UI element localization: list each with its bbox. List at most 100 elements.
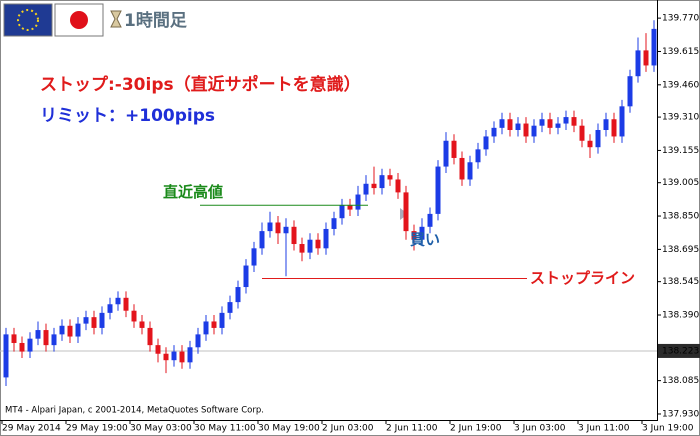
y-tick-label: 138.695 bbox=[662, 245, 699, 255]
candle-body bbox=[155, 345, 161, 354]
buy-label: 買い bbox=[410, 231, 440, 249]
candle-body bbox=[507, 119, 513, 130]
y-tick-label: 138.085 bbox=[662, 376, 699, 386]
candle-body bbox=[515, 123, 521, 130]
x-tick-label: 29 May 2014 bbox=[2, 424, 61, 434]
candle-body bbox=[435, 166, 441, 214]
candle-body bbox=[443, 140, 449, 167]
candle-body bbox=[43, 330, 49, 346]
candle-body bbox=[131, 310, 137, 322]
candle-body bbox=[595, 129, 601, 148]
x-tick-label: 30 May 11:00 bbox=[194, 424, 256, 434]
candle-body bbox=[123, 297, 129, 311]
candle-body bbox=[483, 136, 489, 150]
candle-body bbox=[19, 342, 25, 352]
candle-body bbox=[571, 117, 577, 126]
x-tick-label: 30 May 19:00 bbox=[258, 424, 320, 434]
candle-body bbox=[171, 351, 177, 361]
candle-body bbox=[627, 76, 633, 107]
candle-body bbox=[291, 226, 297, 245]
footer: MT4 - Alpari Japan, c 2001-2014, MetaQuo… bbox=[5, 406, 264, 416]
candle-body bbox=[531, 125, 537, 137]
candle-body bbox=[163, 353, 169, 361]
candle-body bbox=[179, 351, 185, 363]
x-tick-label: 3 Jun 19:00 bbox=[642, 424, 694, 434]
candle-body bbox=[523, 123, 529, 137]
candle-body bbox=[555, 123, 561, 128]
candle-body bbox=[491, 127, 497, 137]
y-tick-label: 139.005 bbox=[662, 178, 699, 188]
candle-body bbox=[387, 175, 393, 180]
annotation-label: 直近高値 bbox=[163, 183, 223, 201]
candle-body bbox=[187, 347, 193, 363]
candle-body bbox=[3, 334, 9, 378]
y-tick-label: 139.615 bbox=[662, 47, 699, 57]
candle-body bbox=[403, 192, 409, 232]
candle-body bbox=[259, 231, 265, 249]
candle-body bbox=[459, 157, 465, 180]
price-label-box bbox=[658, 343, 700, 358]
candle-body bbox=[499, 119, 505, 128]
candle-body bbox=[299, 244, 305, 253]
note: ストップ:-30ips（直近サポートを意識） bbox=[40, 74, 361, 95]
candle-body bbox=[427, 213, 433, 227]
candle-body bbox=[395, 179, 401, 193]
y-tick-label: 139.770 bbox=[662, 14, 699, 24]
candle-body bbox=[603, 119, 609, 130]
candle-body bbox=[355, 194, 361, 210]
candle-body bbox=[235, 287, 241, 303]
candle-body bbox=[323, 228, 329, 249]
candle-body bbox=[579, 125, 585, 141]
y-tick-label: 139.155 bbox=[662, 146, 699, 156]
candle-body bbox=[563, 117, 569, 124]
y-tick-label: 138.850 bbox=[662, 212, 699, 222]
x-tick-label: 30 May 03:00 bbox=[130, 424, 192, 434]
candle-body bbox=[27, 338, 33, 352]
y-tick-label: 137.930 bbox=[662, 409, 699, 419]
candle-body bbox=[419, 226, 425, 240]
candle-body bbox=[475, 149, 481, 163]
hourglass-icon bbox=[110, 10, 122, 28]
candle-body bbox=[267, 222, 273, 232]
candle-body bbox=[411, 231, 417, 240]
candle-body bbox=[467, 162, 473, 180]
candle-body bbox=[275, 222, 281, 234]
candle-body bbox=[107, 304, 113, 313]
candle-body bbox=[315, 239, 321, 249]
candle-body bbox=[619, 106, 625, 137]
price-label: 138.223 bbox=[662, 346, 699, 356]
candle-body bbox=[219, 312, 225, 328]
candle-body bbox=[67, 325, 73, 337]
candle-body bbox=[203, 321, 209, 335]
candle-body bbox=[243, 265, 249, 288]
candle-body bbox=[283, 226, 289, 234]
candle-body bbox=[147, 327, 153, 346]
candle-body bbox=[547, 119, 553, 128]
candle-body bbox=[99, 312, 105, 328]
x-tick-label: 3 Jun 03:00 bbox=[514, 424, 566, 434]
candle-body bbox=[115, 297, 121, 305]
candle-body bbox=[75, 323, 81, 337]
candle-body bbox=[91, 317, 97, 328]
candle-body bbox=[51, 334, 57, 346]
candle-body bbox=[643, 50, 649, 66]
x-tick-label: 29 May 19:00 bbox=[66, 424, 128, 434]
jp-flag bbox=[54, 3, 104, 37]
candle-body bbox=[211, 321, 217, 328]
candle-body bbox=[59, 325, 65, 335]
note: リミット：+100pips bbox=[40, 106, 215, 126]
y-tick-label: 138.545 bbox=[662, 277, 699, 287]
annotation-label: ストップライン bbox=[530, 269, 635, 287]
candle-body bbox=[587, 140, 593, 148]
candle-body bbox=[451, 140, 457, 158]
candle-body bbox=[35, 330, 41, 339]
candle-body bbox=[347, 205, 353, 210]
x-tick-label: 2 Jun 11:00 bbox=[386, 424, 438, 434]
candle-body bbox=[635, 50, 641, 77]
timeframe: 1時間足 bbox=[124, 10, 187, 31]
candle-body bbox=[331, 218, 337, 229]
x-tick-label: 2 Jun 19:00 bbox=[450, 424, 502, 434]
candle-body bbox=[371, 183, 377, 189]
